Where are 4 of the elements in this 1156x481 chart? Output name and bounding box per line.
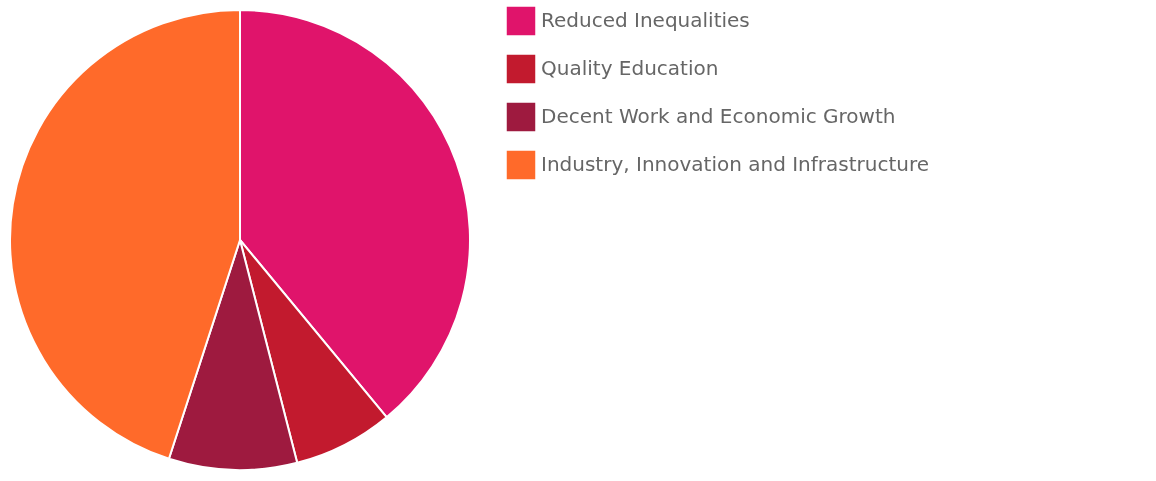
- legend-label: Reduced Inequalities: [541, 8, 750, 32]
- legend-label: Decent Work and Economic Growth: [541, 104, 896, 128]
- legend-label: Industry, Innovation and Infrastructure: [541, 152, 930, 176]
- legend-label: Quality Education: [541, 56, 719, 80]
